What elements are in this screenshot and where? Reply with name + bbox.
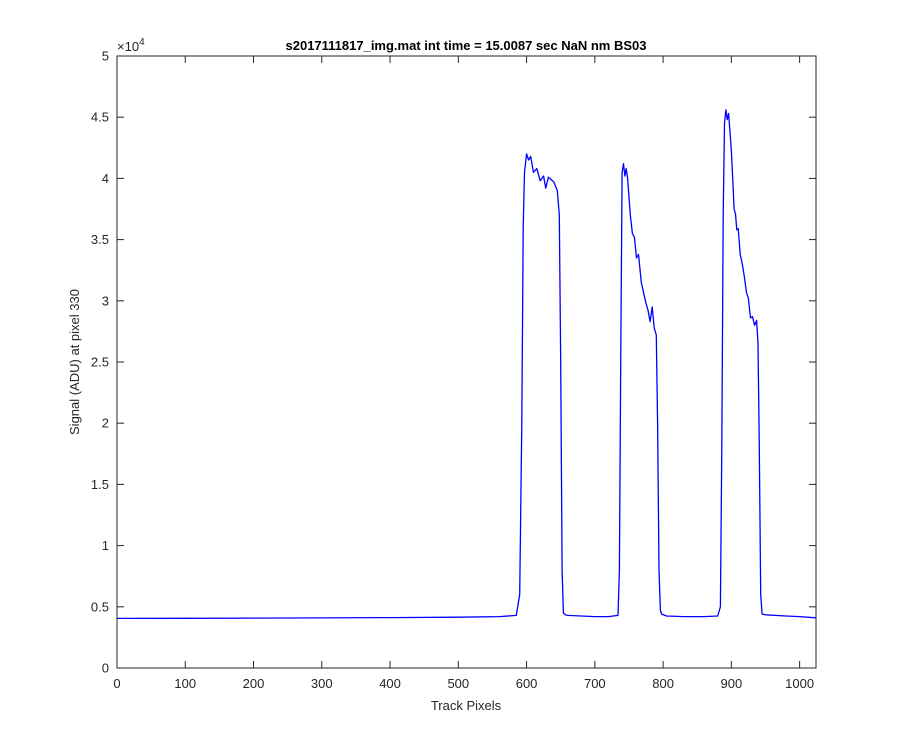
- y-tick-label: 0.5: [91, 599, 109, 614]
- y-tick-label: 3: [102, 293, 109, 308]
- chart-title: s2017111817_img.mat int time = 15.0087 s…: [286, 38, 647, 53]
- x-tick-label: 900: [721, 676, 743, 691]
- y-tick-label: 3.5: [91, 232, 109, 247]
- y-axis-label: Signal (ADU) at pixel 330: [67, 289, 82, 435]
- y-tick-label: 4.5: [91, 110, 109, 125]
- series-layer: [116, 109, 817, 620]
- x-tick-label: 400: [379, 676, 401, 691]
- y-axis-exponent-base: ×10: [117, 39, 139, 54]
- x-tick-label: 300: [311, 676, 333, 691]
- y-axis-ticks: 0 0.5 1 1.5 2 2.5 3 3.5 4 4.5 5: [91, 49, 816, 676]
- y-tick-label: 0: [102, 661, 109, 676]
- x-tick-label: 500: [447, 676, 469, 691]
- signal-series-line: [116, 109, 817, 620]
- x-tick-label: 100: [174, 676, 196, 691]
- x-tick-label: 1000: [785, 676, 814, 691]
- x-tick-label: 600: [516, 676, 538, 691]
- y-tick-label: 2: [102, 416, 109, 431]
- y-tick-label: 5: [102, 49, 109, 64]
- x-tick-label: 700: [584, 676, 606, 691]
- x-axis-ticks: 0 100 200 300 400 500 600 700 800 900 1000: [113, 56, 814, 691]
- x-axis-label: Track Pixels: [431, 698, 502, 713]
- x-tick-label: 200: [243, 676, 265, 691]
- y-axis-exponent: ×104: [117, 37, 145, 54]
- y-axis-exponent-power: 4: [139, 37, 145, 48]
- axes-box: [116, 55, 817, 669]
- y-tick-label: 2.5: [91, 355, 109, 370]
- y-tick-label: 1.5: [91, 477, 109, 492]
- y-tick-label: 1: [102, 538, 109, 553]
- x-tick-label: 0: [113, 676, 120, 691]
- x-tick-label: 800: [652, 676, 674, 691]
- y-tick-label: 4: [102, 171, 109, 186]
